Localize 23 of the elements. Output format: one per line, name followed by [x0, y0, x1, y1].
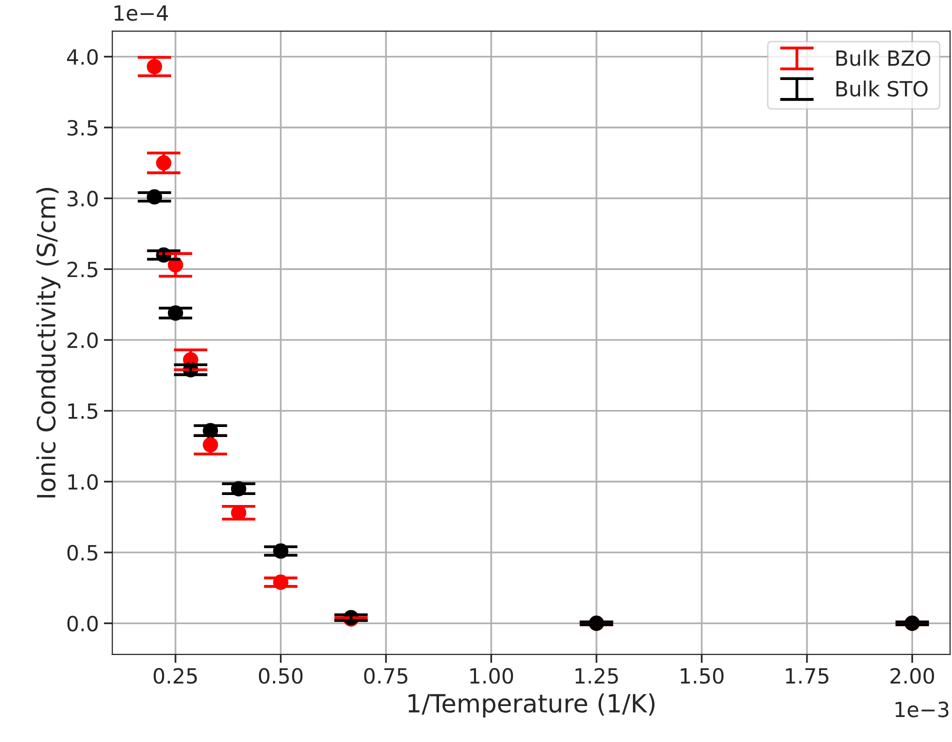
- legend-label: Bulk STO: [836, 80, 928, 97]
- x-tick-label: 1.00: [470, 668, 514, 684]
- y-tick-label: 2.5: [68, 262, 98, 278]
- y-tick-label: 1.5: [68, 404, 98, 420]
- text: 1e−3: [896, 702, 948, 718]
- y-tick-label: 3.0: [68, 190, 98, 207]
- y-tick-label: 0.0: [67, 616, 98, 632]
- x-tick-label: 1.50: [680, 668, 724, 684]
- x-tick-label: 0.50: [258, 668, 303, 684]
- x-tick-label: 1.25: [576, 668, 618, 684]
- y-tick-label: 3.5: [68, 120, 98, 136]
- x-tick-label: 1.75: [786, 668, 828, 684]
- x-tick-label: 0.75: [364, 668, 408, 684]
- legend-label: Bulk BZO: [836, 50, 930, 66]
- text: 1e−4: [114, 5, 168, 21]
- x-axis-title: 1/Temperature (1/K): [408, 693, 654, 718]
- y-tick-label: 1.0: [68, 474, 98, 490]
- y-tick-label: 4.0: [67, 49, 98, 65]
- y-tick-label: 2.0: [68, 332, 98, 348]
- x-tick-label: 2.00: [890, 668, 934, 684]
- y-axis-title: Ionic Conductivity (S/cm): [36, 188, 60, 498]
- x-tick-label: 0.25: [154, 668, 197, 684]
- y-tick-label: 0.5: [67, 544, 98, 561]
